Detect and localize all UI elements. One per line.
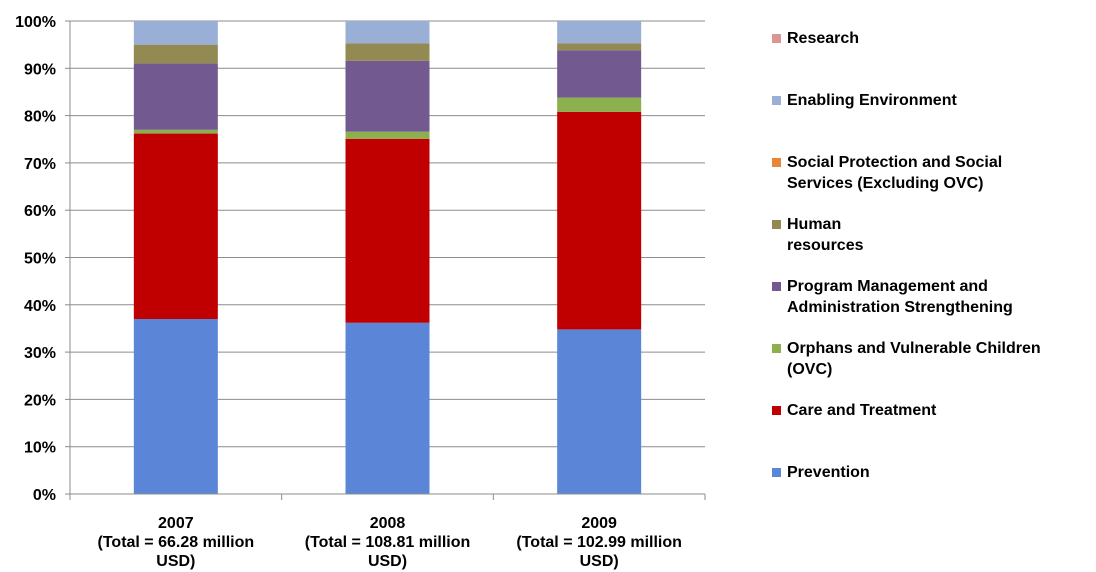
y-tick-label: 30% — [24, 345, 56, 362]
bar-segment — [133, 63, 218, 130]
bar-segment — [133, 21, 218, 45]
legend-swatch — [772, 158, 781, 167]
legend-swatch — [772, 344, 781, 353]
legend-item: Prevention — [772, 462, 870, 483]
legend-swatch — [772, 34, 781, 43]
legend-item: Orphans and Vulnerable Children (OVC) — [772, 338, 1041, 380]
bar-segment — [345, 138, 430, 323]
legend-item: Enabling Environment — [772, 90, 957, 111]
bar-segment — [557, 43, 642, 51]
axes — [65, 20, 706, 500]
y-tick-label: 10% — [24, 440, 56, 457]
legend-swatch — [772, 282, 781, 291]
bars — [133, 21, 642, 494]
y-tick-labels: 0% 10% 20% 30% 40% 50% 60% 70% 80% 90% 100% — [15, 14, 56, 504]
legend-label: Orphans and Vulnerable Children (OVC) — [787, 340, 1041, 378]
bar-segment — [345, 60, 430, 132]
x-category-label: 2008 (Total = 108.81 million USD) — [305, 515, 471, 570]
legend-item: Program Management and Administration St… — [772, 276, 1013, 318]
y-tick-label: 70% — [24, 156, 56, 173]
legend-swatch — [772, 406, 781, 415]
legend-swatch — [772, 96, 781, 105]
bar-segment — [133, 318, 218, 494]
legend-swatch — [772, 468, 781, 477]
legend-swatch — [772, 220, 781, 229]
legend-item: Care and Treatment — [772, 400, 936, 421]
legend-label: Program Management and Administration St… — [787, 278, 1013, 316]
bar-segment — [345, 131, 430, 139]
x-category-labels: 2007 (Total = 66.28 million USD) 2008 (Total… — [98, 515, 682, 570]
legend-label: Research — [787, 30, 860, 47]
y-tick-label: 0% — [33, 487, 56, 504]
bar-segment — [345, 43, 430, 61]
y-tick-label: 40% — [24, 298, 56, 315]
y-tick-label: 100% — [15, 14, 56, 31]
y-tick-label: 90% — [24, 61, 56, 78]
bar-segment — [557, 329, 642, 494]
legend-item: Human resources — [772, 214, 864, 256]
legend-label: Enabling Environment — [787, 92, 957, 109]
bar-segment — [133, 133, 218, 319]
bar-segment — [345, 21, 430, 44]
bar-segment — [557, 97, 642, 112]
bar-segment — [133, 129, 218, 134]
legend-item: Research — [772, 28, 859, 49]
x-category-label: 2009 (Total = 102.99 million USD) — [516, 515, 682, 570]
bar-segment — [557, 50, 642, 98]
legend-label: Prevention — [787, 464, 870, 481]
y-tick-label: 20% — [24, 392, 56, 409]
bar-segment — [557, 21, 642, 44]
legend-label: Care and Treatment — [787, 402, 937, 419]
bar-segment — [345, 322, 430, 494]
bar-segment — [557, 111, 642, 330]
y-tick-label: 50% — [24, 251, 56, 268]
legend-label: Social Protection and Social Services (E… — [787, 154, 1003, 192]
legend-label: Human resources — [787, 216, 864, 254]
y-tick-label: 60% — [24, 203, 56, 220]
x-category-label: 2007 (Total = 66.28 million USD) — [98, 515, 255, 570]
y-tick-label: 80% — [24, 109, 56, 126]
bar-segment — [133, 44, 218, 64]
legend-item: Social Protection and Social Services (E… — [772, 152, 1002, 194]
